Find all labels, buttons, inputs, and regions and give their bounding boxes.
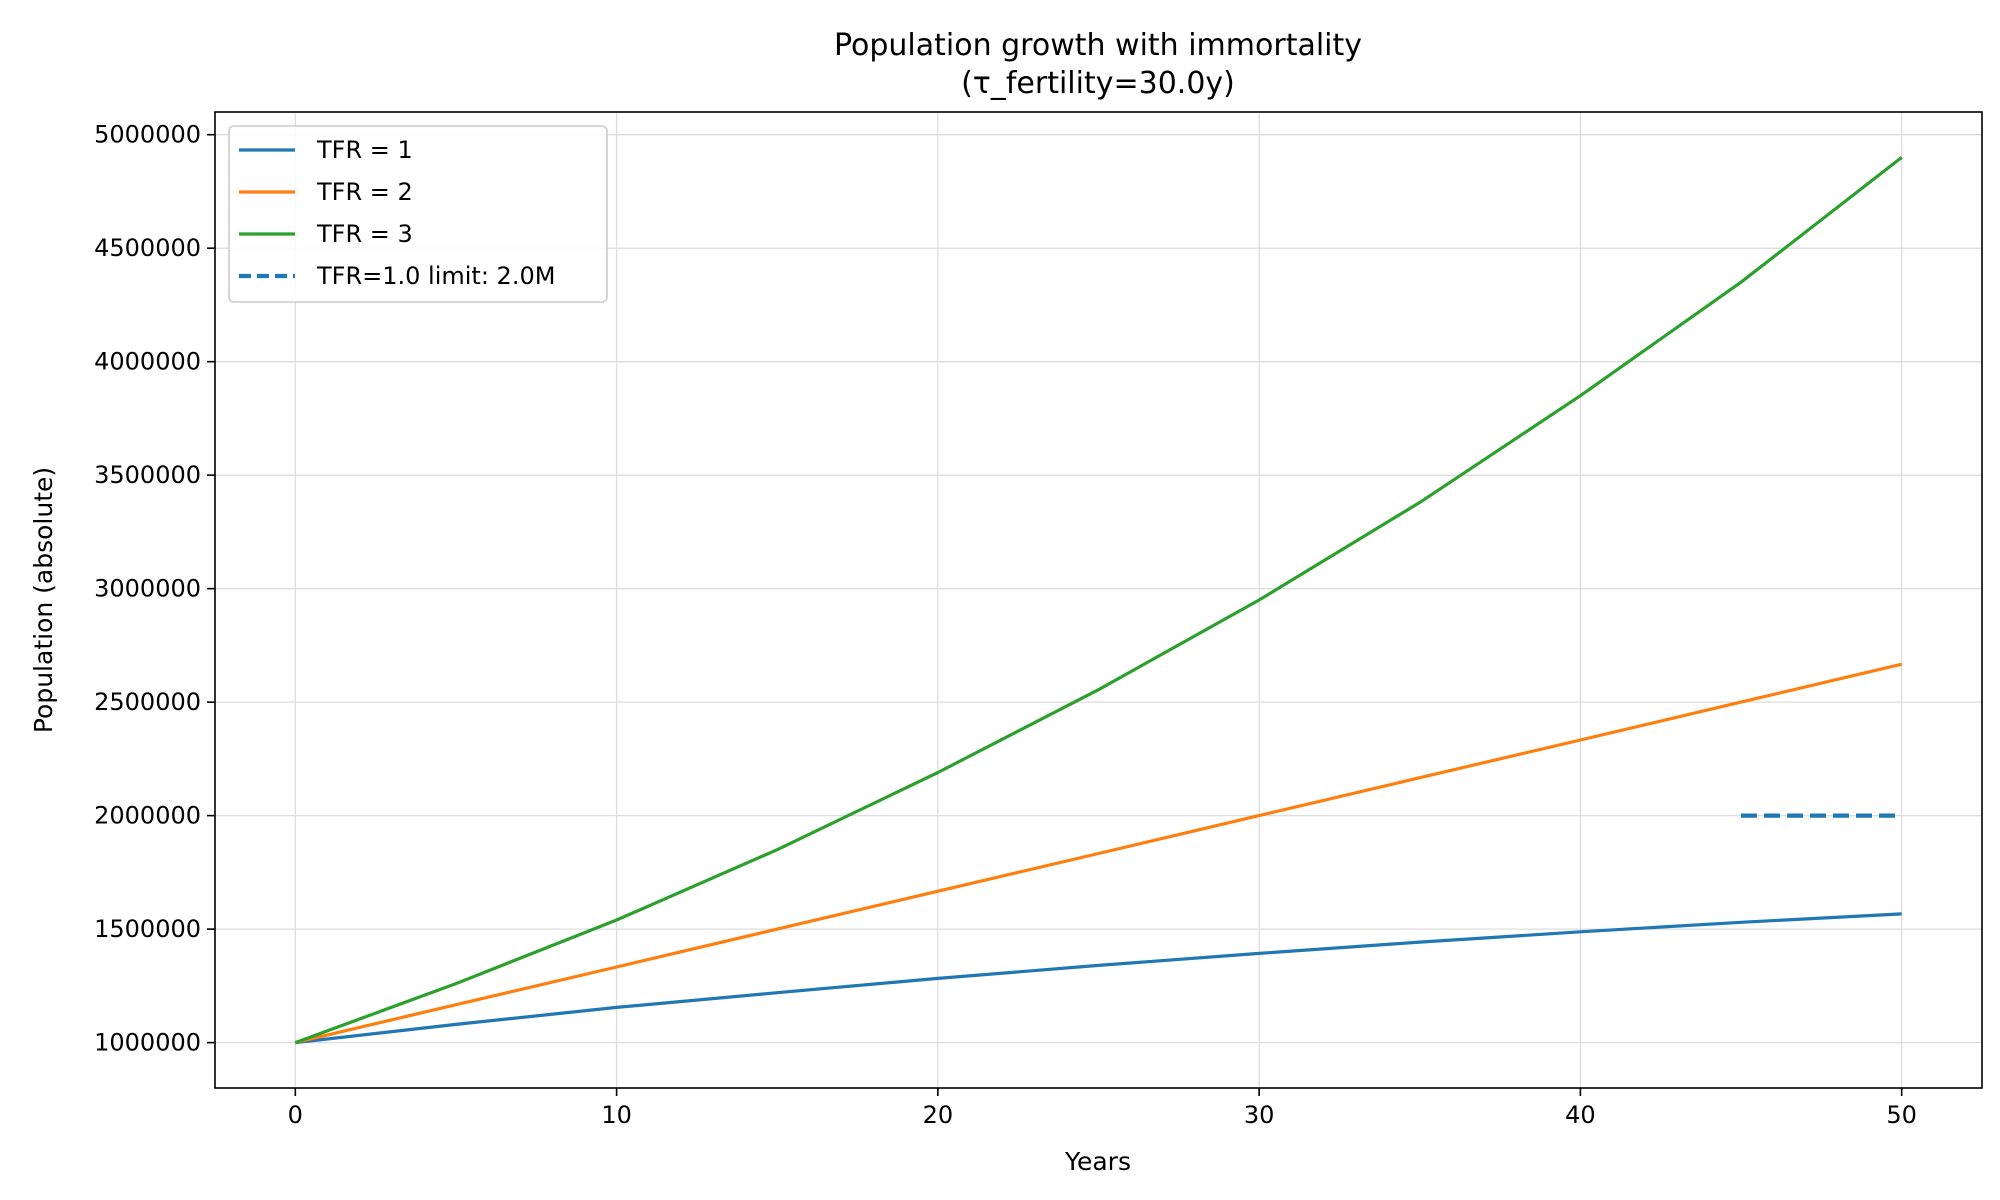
y-tick-label: 2500000 — [94, 688, 201, 716]
y-tick-label: 5000000 — [94, 121, 201, 149]
legend-box — [228, 125, 608, 303]
y-axis-label: Population (absolute) — [29, 467, 58, 733]
series-line-3 — [294, 156, 1903, 1045]
x-tick-label: 50 — [1886, 1101, 1917, 1129]
chart-subtitle: (τ_fertility=30.0y) — [961, 66, 1235, 101]
plot-frame — [214, 111, 1983, 1089]
legend: TFR = 1 TFR = 2 TFR = 3 TFR=1.0 limit: 2.0M — [228, 125, 608, 303]
legend-label-3: TFR = 3 — [316, 220, 413, 248]
chart-title: Population growth with immortality — [834, 28, 1362, 63]
legend-label-1: TFR = 1 — [316, 136, 413, 164]
series-line-1 — [295, 912, 1902, 1045]
y-tick-label: 4500000 — [94, 234, 201, 262]
series-line-2 — [294, 662, 1903, 1045]
legend-label-2: TFR = 2 — [316, 178, 413, 206]
x-axis-label: Years — [1064, 1147, 1131, 1176]
y-tick-label: 4000000 — [94, 348, 201, 376]
series-lines — [294, 156, 1903, 1045]
grid — [215, 112, 1982, 1088]
x-axis-ticks: 0 10 20 30 40 50 — [288, 1088, 1917, 1129]
x-tick-label: 30 — [1244, 1101, 1275, 1129]
y-tick-label: 1000000 — [94, 1029, 201, 1057]
y-axis-ticks: 1000000 1500000 2000000 2500000 3000000 35000… — [94, 121, 215, 1057]
y-tick-label: 2000000 — [94, 802, 201, 830]
y-tick-label: 3000000 — [94, 575, 201, 603]
y-tick-label: 3500000 — [94, 461, 201, 489]
x-tick-label: 10 — [601, 1101, 632, 1129]
legend-label-4: TFR=1.0 limit: 2.0M — [316, 262, 555, 290]
x-tick-label: 20 — [923, 1101, 954, 1129]
x-tick-label: 40 — [1565, 1101, 1596, 1129]
y-tick-label: 1500000 — [94, 915, 201, 943]
x-tick-label: 0 — [288, 1101, 303, 1129]
